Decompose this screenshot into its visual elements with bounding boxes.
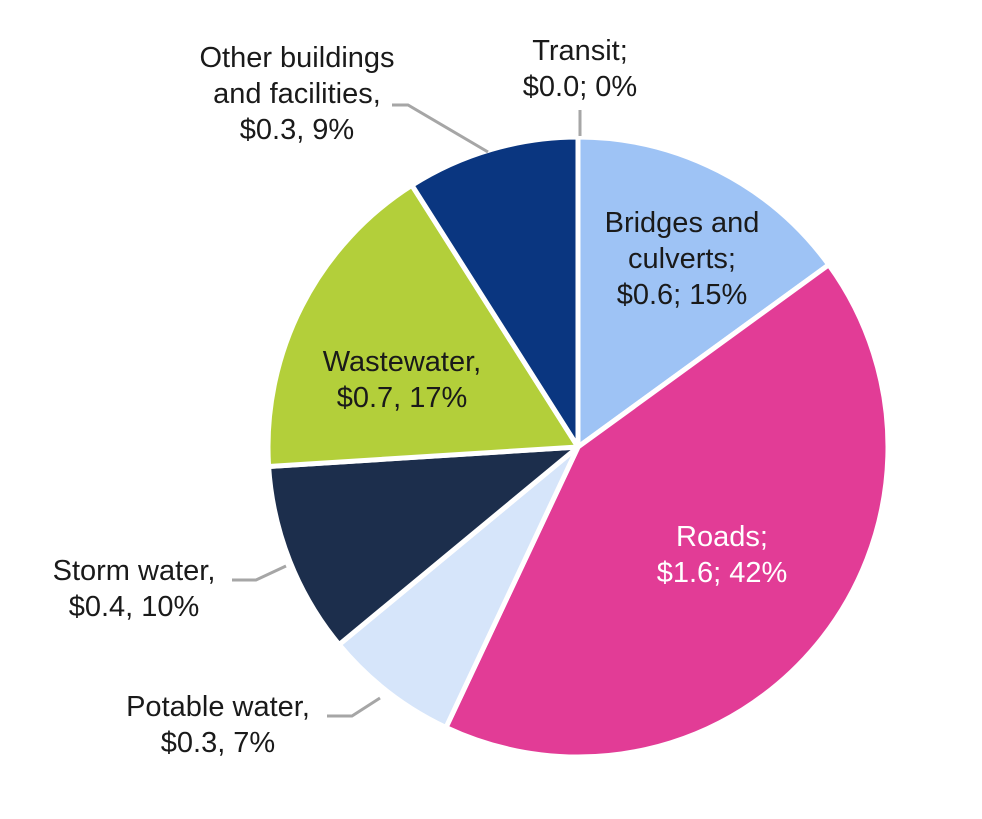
- pie-slice-bridges-and-culverts: [575, 134, 832, 450]
- slice-label-line: and facilities,: [213, 78, 381, 110]
- leader-lines: [232, 103, 582, 718]
- slice-label-line: $0.7, 17%: [337, 382, 468, 414]
- slice-label-line: $0.4, 10%: [69, 591, 200, 623]
- slice-label-roads: Roads; $1.6; 42%: [657, 521, 788, 589]
- pie-slice-potable-water: [336, 444, 581, 730]
- slice-label-line: Other buildings: [199, 42, 394, 74]
- slice-label-line: Transit;: [532, 35, 628, 67]
- slice-label-line: Wastewater,: [323, 346, 481, 378]
- slice-label-line: $0.0; 0%: [523, 71, 637, 103]
- pie-slice-other-buildings-and-facilities: [409, 134, 581, 450]
- slice-label-line: $0.3, 7%: [161, 727, 275, 759]
- leader-line-potable-water: [327, 696, 381, 718]
- slice-label-line: Bridges and: [605, 207, 760, 239]
- slice-label-line: $0.6; 15%: [617, 279, 748, 311]
- slice-label-line: $1.6; 42%: [657, 557, 788, 589]
- slice-label-line: Roads;: [676, 521, 768, 553]
- slice-label-potable-water: Potable water, $0.3, 7%: [126, 691, 310, 759]
- slice-label-line: $0.3, 9%: [240, 114, 354, 146]
- slice-label-storm-water: Storm water, $0.4, 10%: [53, 555, 216, 623]
- pie-slices: [265, 134, 891, 760]
- slice-label-line: Potable water,: [126, 691, 310, 723]
- leader-line-other-buildings-and-facilities: [392, 103, 489, 154]
- leader-line-storm-water: [232, 564, 287, 582]
- slice-labels: Transit; $0.0; 0% Bridges and culverts; $0.6…: [53, 35, 788, 759]
- pie-slice-storm-water: [266, 444, 581, 648]
- slice-label-transit: Transit; $0.0; 0%: [523, 35, 637, 103]
- slice-label-line: culverts;: [628, 243, 736, 275]
- pie-slice-wastewater: [265, 182, 581, 469]
- slice-label-line: Storm water,: [53, 555, 216, 587]
- slice-label-wastewater: Wastewater, $0.7, 17%: [323, 346, 481, 414]
- slice-label-other-buildings-and-facilities: Other buildings and facilities, $0.3, 9%: [199, 42, 394, 146]
- slice-label-bridges-and-culverts: Bridges and culverts; $0.6; 15%: [605, 207, 760, 311]
- pie-slice-roads: [443, 262, 891, 760]
